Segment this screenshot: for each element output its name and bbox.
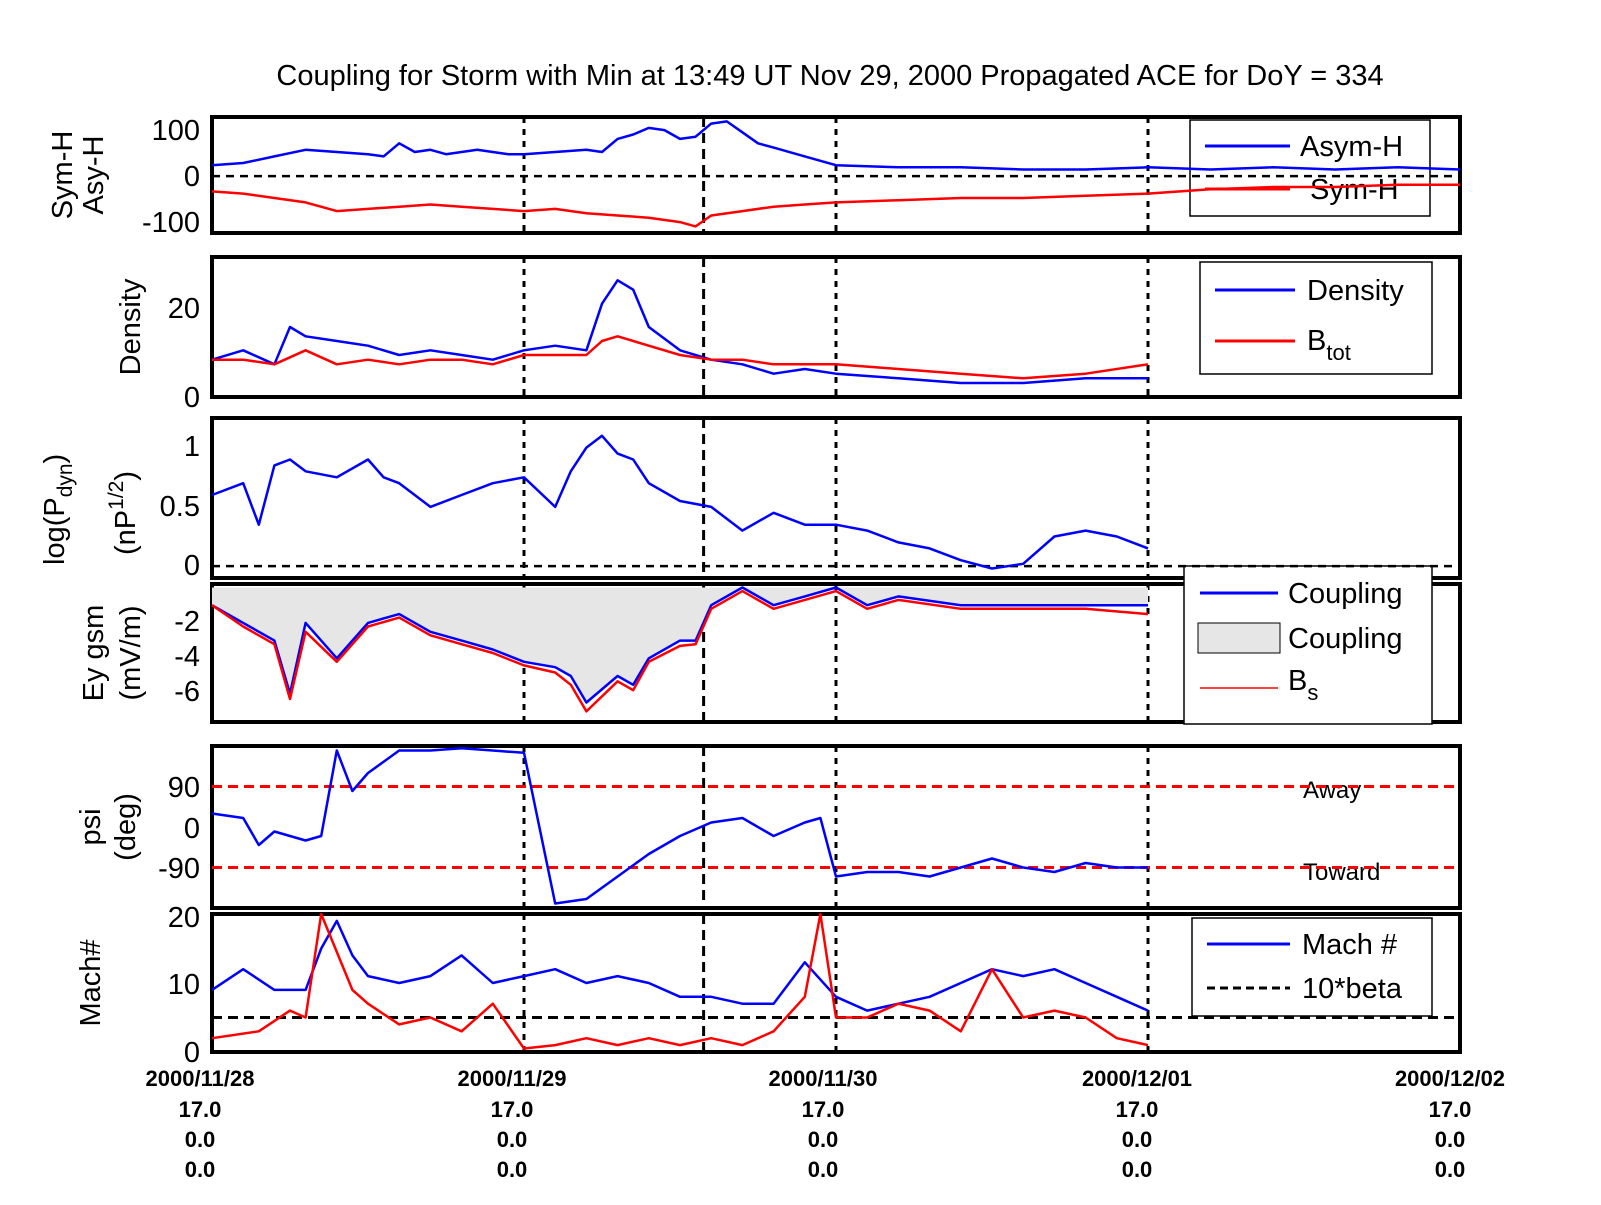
xtick-line3: 0.0 bbox=[1122, 1127, 1153, 1152]
series-line-ey bbox=[211, 589, 1149, 713]
legend-label-bs: Bs bbox=[1288, 665, 1318, 705]
xtick-line3: 0.0 bbox=[808, 1127, 839, 1152]
ylabel-density: Density bbox=[115, 278, 147, 375]
series-line-pdyn bbox=[211, 434, 1149, 570]
legend-mach: Mach # 10*beta bbox=[1191, 917, 1433, 1017]
ylabel-mach: Mach# bbox=[75, 939, 107, 1026]
psi-annotation-away: Away bbox=[1303, 777, 1361, 804]
ylabel-psi-line1: psi bbox=[75, 808, 107, 845]
ylabel-psi: psi (deg) bbox=[75, 793, 142, 861]
figure-title: Coupling for Storm with Min at 13:49 UT … bbox=[276, 60, 1383, 92]
ylabel-pdyn-line1: log(Pdyn) bbox=[39, 454, 77, 565]
psi-annotation-toward: Toward bbox=[1303, 859, 1380, 886]
xtick-date: 2000/11/28 bbox=[146, 1066, 255, 1091]
ylabel-symh-line2: Asy-H bbox=[78, 136, 110, 215]
ytick-symh-minus100: -100 bbox=[142, 207, 200, 239]
xtick-line3: 0.0 bbox=[185, 1127, 216, 1152]
legend-label-symh: Sym-H bbox=[1310, 174, 1399, 206]
series-line-density bbox=[212, 335, 1149, 380]
xtick-line2: 17.0 bbox=[179, 1097, 222, 1122]
xtick-date: 2000/11/30 bbox=[769, 1066, 878, 1091]
xtick-line2: 17.0 bbox=[802, 1097, 845, 1122]
ytick-psi-90: 90 bbox=[168, 772, 200, 804]
xtick-date: 2000/11/29 bbox=[458, 1066, 567, 1091]
xtick-4: 2000/12/02 17.0 0.0 0.0 bbox=[1395, 1066, 1505, 1182]
series-line-symh bbox=[211, 120, 1461, 171]
legend-label-density: Density bbox=[1307, 275, 1404, 307]
legend-label-mach: Mach # bbox=[1302, 929, 1397, 961]
ylabel-ey-line2: (mV/m) bbox=[115, 605, 147, 700]
series-line-density bbox=[211, 279, 1148, 385]
series-line-ey bbox=[211, 586, 1148, 704]
xtick-line3: 0.0 bbox=[497, 1127, 528, 1152]
xtick-date: 2000/12/02 bbox=[1395, 1066, 1505, 1091]
ytick-ey-minus4: -4 bbox=[174, 641, 200, 673]
data-layer bbox=[211, 117, 1461, 1052]
ylabel-symh: Sym-H Asy-H bbox=[47, 131, 110, 220]
xtick-0: 2000/11/28 17.0 0.0 0.0 bbox=[146, 1066, 255, 1182]
ytick-symh-0: 0 bbox=[184, 161, 200, 193]
xtick-1: 2000/11/29 17.0 0.0 0.0 bbox=[458, 1066, 567, 1182]
legend-ey: Coupling Coupling Bs bbox=[1183, 565, 1433, 725]
xtick-line2: 17.0 bbox=[491, 1097, 534, 1122]
ytick-pdyn-0.5: 0.5 bbox=[160, 491, 200, 523]
legend-label-coupling-line: Coupling bbox=[1288, 578, 1402, 610]
legend-label-asymh: Asym-H bbox=[1300, 131, 1403, 163]
ytick-psi-minus90: -90 bbox=[158, 853, 200, 885]
legend-swatch-coupling-patch bbox=[1197, 622, 1281, 654]
series-line-mach bbox=[211, 919, 1149, 1012]
ytick-pdyn-1: 1 bbox=[184, 431, 200, 463]
ytick-ey-minus2: -2 bbox=[174, 606, 200, 638]
xtick-line4: 0.0 bbox=[1435, 1157, 1466, 1182]
legend-box bbox=[1191, 917, 1433, 1017]
xtick-line2: 17.0 bbox=[1116, 1097, 1159, 1122]
ytick-ey-minus6: -6 bbox=[174, 676, 200, 708]
ytick-mach-10: 10 bbox=[168, 969, 200, 1001]
xtick-line4: 0.0 bbox=[185, 1157, 216, 1182]
xtick-3: 2000/12/01 17.0 0.0 0.0 bbox=[1082, 1066, 1192, 1182]
ylabel-pdyn-line2: (nP1/2) bbox=[105, 471, 142, 555]
legend-box bbox=[1199, 261, 1433, 375]
coupling-fill bbox=[212, 587, 1148, 703]
ylabel-pdyn: log(Pdyn) (nP1/2) bbox=[39, 454, 142, 565]
ytick-mach-20: 20 bbox=[168, 902, 200, 934]
ytick-pdyn-0: 0 bbox=[184, 550, 200, 582]
ytick-symh-100: 100 bbox=[152, 115, 200, 147]
xtick-date: 2000/12/01 bbox=[1082, 1066, 1192, 1091]
ylabel-ey: Ey gsm (mV/m) bbox=[78, 605, 147, 702]
xtick-line4: 0.0 bbox=[808, 1157, 839, 1182]
legend-label-beta: 10*beta bbox=[1302, 973, 1403, 1005]
ylabel-psi-line2: (deg) bbox=[110, 793, 142, 861]
ytick-psi-0: 0 bbox=[184, 813, 200, 845]
legend-density: Density Btot bbox=[1199, 261, 1433, 375]
series-line-psi bbox=[211, 747, 1148, 905]
legend-label-btot: Btot bbox=[1307, 325, 1351, 365]
series-line-symh bbox=[211, 183, 1460, 228]
xtick-line2: 17.0 bbox=[1429, 1097, 1472, 1122]
xtick-line4: 0.0 bbox=[1122, 1157, 1153, 1182]
ylabel-symh-line1: Sym-H bbox=[47, 131, 79, 220]
ytick-mach-0: 0 bbox=[184, 1037, 200, 1069]
legend-label-coupling-patch: Coupling bbox=[1288, 623, 1402, 655]
ylabel-ey-line1: Ey gsm bbox=[78, 605, 110, 702]
xtick-line4: 0.0 bbox=[497, 1157, 528, 1182]
ytick-density-0: 0 bbox=[184, 382, 200, 414]
series-line-mach bbox=[211, 912, 1149, 1050]
xtick-2: 2000/11/30 17.0 0.0 0.0 bbox=[769, 1066, 878, 1182]
ytick-density-20: 20 bbox=[168, 293, 200, 325]
xtick-line3: 0.0 bbox=[1435, 1127, 1466, 1152]
